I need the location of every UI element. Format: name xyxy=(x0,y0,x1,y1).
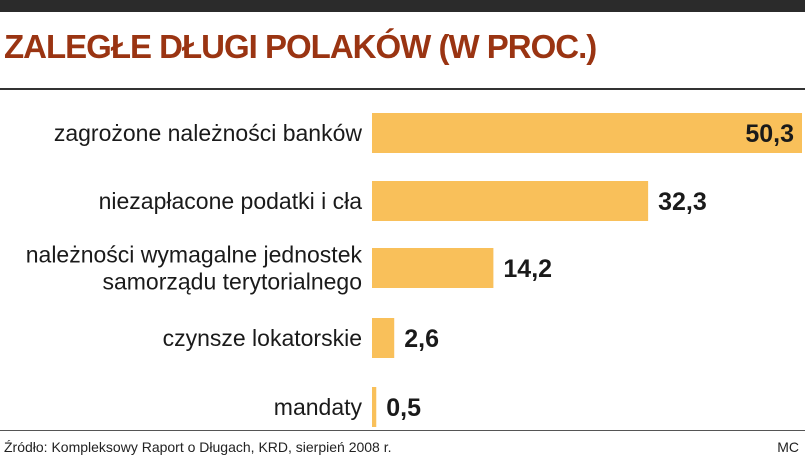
value-label-0: 50,3 xyxy=(745,120,794,148)
bar-1 xyxy=(372,181,649,221)
category-label-2-line-0: należności wymagalne jednostek xyxy=(26,242,363,268)
source-note: Źródło: Kompleksowy Raport o Długach, KR… xyxy=(4,439,392,455)
value-label-1: 32,3 xyxy=(658,188,707,216)
author-credit: MC xyxy=(777,439,799,455)
bar-chart: zagrożone należności banków 50,3 niezapłac… xyxy=(26,113,802,427)
bar-3 xyxy=(372,318,395,358)
top-rule xyxy=(0,0,805,12)
value-label-3: 2,6 xyxy=(404,325,439,353)
footer-divider xyxy=(0,430,805,431)
category-label-2-line-1: samorządu terytorialnego xyxy=(102,269,362,295)
value-label-2: 14,2 xyxy=(503,255,552,283)
bar-4 xyxy=(372,387,377,427)
bar-0 xyxy=(372,113,802,153)
category-label-3: czynsze lokatorskie xyxy=(163,325,362,351)
value-label-4: 0,5 xyxy=(386,394,421,422)
category-label-0: zagrożone należności banków xyxy=(54,120,363,146)
category-label-1: niezapłacone podatki i cła xyxy=(99,188,363,214)
chart-title: ZALEGŁE DŁUGI POLAKÓW (W PROC.) xyxy=(4,28,597,65)
category-label-4: mandaty xyxy=(274,394,363,420)
title-divider xyxy=(0,88,805,90)
bar-2 xyxy=(372,248,494,288)
